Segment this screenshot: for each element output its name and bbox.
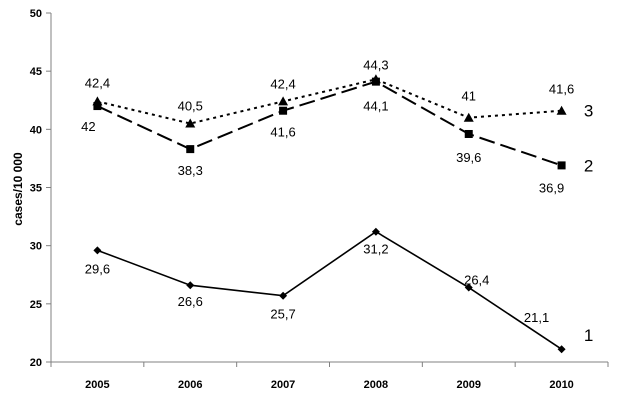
y-tick-label: 25 xyxy=(30,299,42,311)
series-line-1 xyxy=(97,230,563,350)
data-label: 40,5 xyxy=(178,99,203,114)
square-marker xyxy=(279,106,288,115)
diamond-marker xyxy=(371,227,380,236)
x-tick-label: 2010 xyxy=(549,379,573,391)
triangle-marker xyxy=(463,112,474,122)
data-label: 38,3 xyxy=(178,163,203,178)
square-marker xyxy=(186,145,195,154)
data-label: 36,9 xyxy=(539,180,564,195)
triangle-marker xyxy=(556,105,567,115)
series-2 xyxy=(93,77,566,170)
data-label: 42,4 xyxy=(270,76,295,91)
data-label: 39,6 xyxy=(456,150,481,165)
y-tick-label: 20 xyxy=(30,357,42,369)
x-tick-label: 2007 xyxy=(271,379,295,391)
diamond-marker xyxy=(279,291,288,300)
x-tick-labels: 2005 2006 2007 2008 2009 2010 xyxy=(85,379,574,391)
data-label: 26,6 xyxy=(178,294,203,309)
data-label: 44,1 xyxy=(363,99,388,114)
y-tick-label: 30 xyxy=(30,241,42,253)
series-line-2 xyxy=(96,80,562,167)
diamond-marker xyxy=(93,246,102,255)
data-label: 25,7 xyxy=(270,307,295,322)
series-name-label: 2 xyxy=(584,156,593,175)
data-label: 29,6 xyxy=(85,261,110,276)
y-axis-label: cases/10 000 xyxy=(11,152,25,226)
data-label: 41,6 xyxy=(549,82,574,97)
triangle-marker xyxy=(370,74,381,84)
diamond-marker xyxy=(464,283,473,292)
diamond-marker xyxy=(557,345,566,354)
data-label: 42,4 xyxy=(85,75,110,90)
series-group xyxy=(92,74,567,354)
triangle-marker xyxy=(185,118,196,128)
triangle-marker xyxy=(92,96,103,106)
x-tick-label: 2006 xyxy=(178,379,202,391)
x-tick-label: 2005 xyxy=(85,379,109,391)
y-tick-label: 35 xyxy=(30,183,42,195)
data-label: 42 xyxy=(81,119,95,134)
y-tick-labels: 20 25 30 35 40 45 50 xyxy=(30,8,42,369)
data-labels-group: 29,6 26,6 25,7 31,2 26,4 21,1 1 42 38,3 41,6 44,1 3… xyxy=(81,57,593,345)
square-marker xyxy=(93,102,102,111)
triangle-marker xyxy=(278,96,289,106)
square-marker xyxy=(557,161,566,170)
data-label: 41,6 xyxy=(270,125,295,140)
data-label: 44,3 xyxy=(363,57,388,72)
x-tick-label: 2009 xyxy=(457,379,481,391)
series-name-label: 1 xyxy=(584,326,593,345)
data-label: 41 xyxy=(462,89,476,104)
y-tick-label: 50 xyxy=(30,8,42,20)
diamond-marker xyxy=(186,281,195,290)
axes xyxy=(46,12,609,367)
series-line-3 xyxy=(97,78,562,125)
y-tick-label: 45 xyxy=(30,66,42,78)
series-name-label: 3 xyxy=(584,102,593,121)
x-tick-label: 2008 xyxy=(364,379,388,391)
data-label: 26,4 xyxy=(464,273,489,288)
data-label: 21,1 xyxy=(524,310,549,325)
y-tick-label: 40 xyxy=(30,124,42,136)
series-1 xyxy=(93,227,566,354)
series-3 xyxy=(92,74,567,128)
data-label: 31,2 xyxy=(363,242,388,257)
square-marker xyxy=(464,129,473,138)
